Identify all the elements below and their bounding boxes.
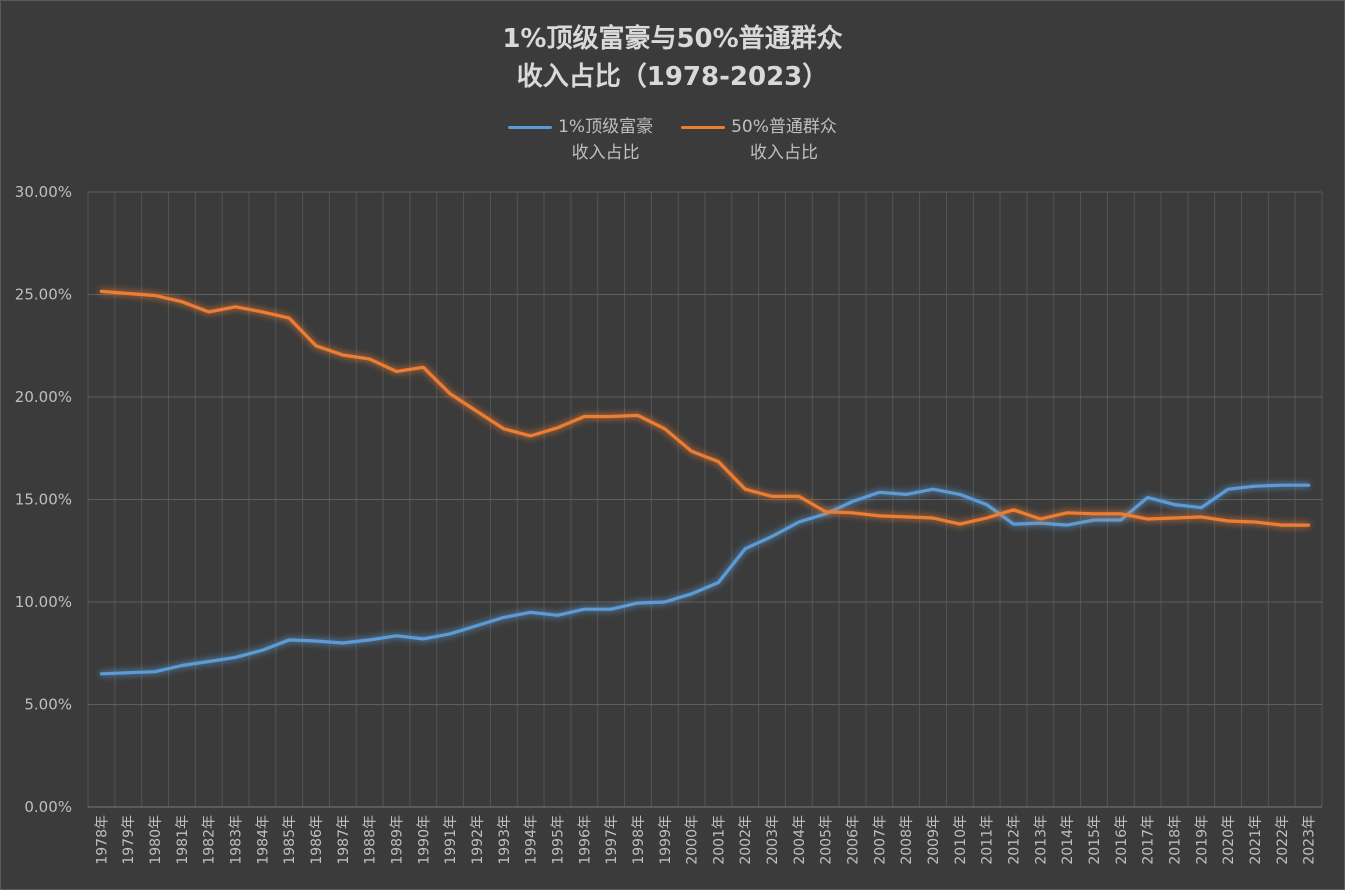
y-tick-label: 10.00% — [15, 593, 72, 611]
x-tick-label: 2014年 — [1060, 815, 1076, 865]
x-tick-label: 2021年 — [1248, 815, 1264, 865]
x-tick-label: 2016年 — [1114, 815, 1130, 865]
x-tick-label: 2002年 — [738, 815, 754, 865]
x-tick-label: 2015年 — [1087, 815, 1103, 865]
x-tick-label: 2019年 — [1194, 815, 1210, 865]
y-tick-label: 5.00% — [24, 696, 72, 714]
x-tick-label: 1990年 — [416, 815, 432, 865]
legend-swatch-top1 — [508, 126, 553, 129]
x-tick-label: 2004年 — [792, 815, 808, 865]
x-tick-label: 1999年 — [658, 815, 674, 865]
x-tick-label: 1994年 — [524, 815, 540, 865]
legend-swatch-bottom50 — [681, 126, 726, 129]
y-tick-label: 15.00% — [15, 491, 72, 509]
legend-item-top1: 1%顶级富豪 收入占比 — [508, 114, 653, 166]
x-tick-label: 2001年 — [711, 815, 727, 865]
x-tick-label: 2000年 — [685, 815, 701, 865]
x-tick-label: 1991年 — [443, 815, 459, 865]
y-tick-label: 20.00% — [15, 388, 72, 406]
series-line-bottom50 — [99, 289, 1311, 527]
x-tick-label: 1989年 — [390, 815, 406, 865]
x-tick-label: 1982年 — [202, 815, 218, 865]
x-tick-label: 1995年 — [550, 815, 566, 865]
chart-title-line-1: 1%顶级富豪与50%普通群众 — [502, 24, 843, 54]
x-tick-label: 2005年 — [819, 815, 835, 865]
y-tick-label: 0.00% — [24, 798, 72, 816]
x-tick-label: 1987年 — [336, 815, 352, 865]
x-tick-label: 1996年 — [577, 815, 593, 865]
x-tick-label: 1979年 — [121, 815, 137, 865]
x-axis-ticks: 1978年 1979年 1980年 1981年 1982年 1983年 1984年 1985年… — [94, 815, 1317, 865]
legend: 1%顶级富豪 收入占比 50%普通群众 收入占比 — [0, 114, 1345, 166]
x-tick-label: 2013年 — [1033, 815, 1049, 865]
x-tick-label: 1985年 — [282, 815, 298, 865]
x-tick-label: 1983年 — [229, 815, 245, 865]
x-tick-label: 2010年 — [953, 815, 969, 865]
x-tick-label: 2018年 — [1167, 815, 1183, 865]
x-tick-label: 1988年 — [363, 815, 379, 865]
x-tick-label: 2008年 — [899, 815, 915, 865]
legend-item-bottom50: 50%普通群众 收入占比 — [681, 114, 837, 166]
x-tick-label: 2022年 — [1275, 815, 1291, 865]
chart-title: 1%顶级富豪与50%普通群众 收入占比（1978-2023） — [0, 20, 1345, 96]
series-lines — [99, 289, 1311, 676]
x-tick-label: 2020年 — [1221, 815, 1237, 865]
y-tick-label: 25.00% — [15, 286, 72, 304]
x-tick-label: 1978年 — [94, 815, 110, 865]
x-tick-label: 1992年 — [470, 815, 486, 865]
y-tick-label: 30.00% — [15, 183, 72, 201]
x-tick-label: 1984年 — [255, 815, 271, 865]
legend-label-top1: 1%顶级富豪 收入占比 — [558, 117, 654, 163]
x-tick-label: 1997年 — [604, 815, 620, 865]
x-tick-label: 1981年 — [175, 815, 191, 865]
chart-title-line-2: 收入占比（1978-2023） — [516, 62, 829, 92]
x-tick-label: 2012年 — [1007, 815, 1023, 865]
x-tick-label: 2003年 — [765, 815, 781, 865]
x-tick-label: 1998年 — [631, 815, 647, 865]
legend-label-bottom50: 50%普通群众 收入占比 — [731, 117, 837, 163]
y-axis-ticks: 0.00% 5.00% 10.00% 15.00% 20.00% 25.00% 30.00% — [15, 183, 72, 816]
x-tick-label: 1986年 — [309, 815, 325, 865]
x-tick-label: 2006年 — [846, 815, 862, 865]
x-tick-label: 2023年 — [1302, 815, 1318, 865]
x-tick-label: 1980年 — [148, 815, 164, 865]
grid — [87, 191, 1323, 808]
x-tick-label: 2009年 — [926, 815, 942, 865]
x-tick-label: 2017年 — [1141, 815, 1157, 865]
x-tick-label: 2011年 — [980, 815, 996, 865]
series-line-top1 — [99, 483, 1311, 676]
x-tick-label: 2007年 — [872, 815, 888, 865]
x-tick-label: 1993年 — [497, 815, 513, 865]
